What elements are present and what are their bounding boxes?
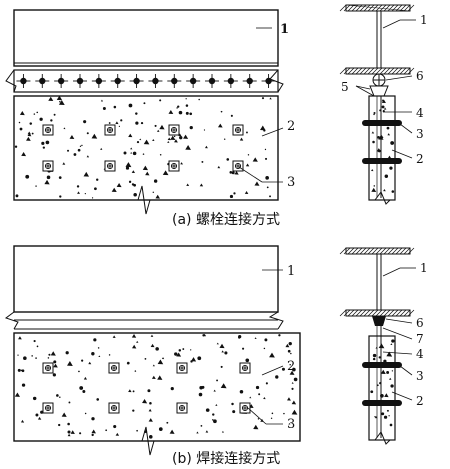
label-asec-6: 6 xyxy=(416,69,424,83)
label-bsec-1: 1 xyxy=(420,261,428,275)
label-bsec-2: 2 xyxy=(416,394,424,408)
panel-a-elevation: 1 2 3 xyxy=(5,9,295,215)
label-asec-5: 5 xyxy=(341,80,349,94)
concrete-b xyxy=(13,332,301,442)
panel-b-elevation: 1 2 3 xyxy=(4,245,301,456)
label-a-2: 2 xyxy=(287,119,295,134)
label-b-1: 1 xyxy=(287,264,295,279)
concrete-a xyxy=(13,95,279,201)
concrete-column-a xyxy=(368,95,396,201)
label-bsec-7: 7 xyxy=(416,332,424,346)
panel-b-section: 1 6 7 4 3 2 xyxy=(339,247,428,445)
label-a-3: 3 xyxy=(287,175,295,190)
label-bsec-6: 6 xyxy=(416,316,424,330)
panel-a-section: 1 6 5 4 3 2 xyxy=(339,4,428,205)
steel-beam-a xyxy=(13,9,279,67)
label-asec-2: 2 xyxy=(416,152,424,166)
label-bsec-3: 3 xyxy=(416,369,424,383)
bolt-band-a xyxy=(13,69,279,93)
label-b-3: 3 xyxy=(287,417,295,432)
label-asec-4: 4 xyxy=(416,106,424,120)
label-asec-3: 3 xyxy=(416,127,424,141)
concrete-column-b xyxy=(368,335,396,441)
caption-a: (a) 螺栓连接方式 xyxy=(172,211,280,228)
concrete-speckle-b xyxy=(14,333,298,439)
bolt-row-a xyxy=(16,74,276,88)
label-asec-1: 1 xyxy=(420,13,428,27)
steel-beam-b xyxy=(13,245,279,313)
studs-b xyxy=(42,362,251,414)
label-b-2: 2 xyxy=(287,359,295,374)
studs-a xyxy=(42,124,244,172)
label-bsec-4: 4 xyxy=(416,347,424,361)
caption-b: (b) 焊接连接方式 xyxy=(172,450,280,467)
label-a-1: 1 xyxy=(280,22,289,37)
